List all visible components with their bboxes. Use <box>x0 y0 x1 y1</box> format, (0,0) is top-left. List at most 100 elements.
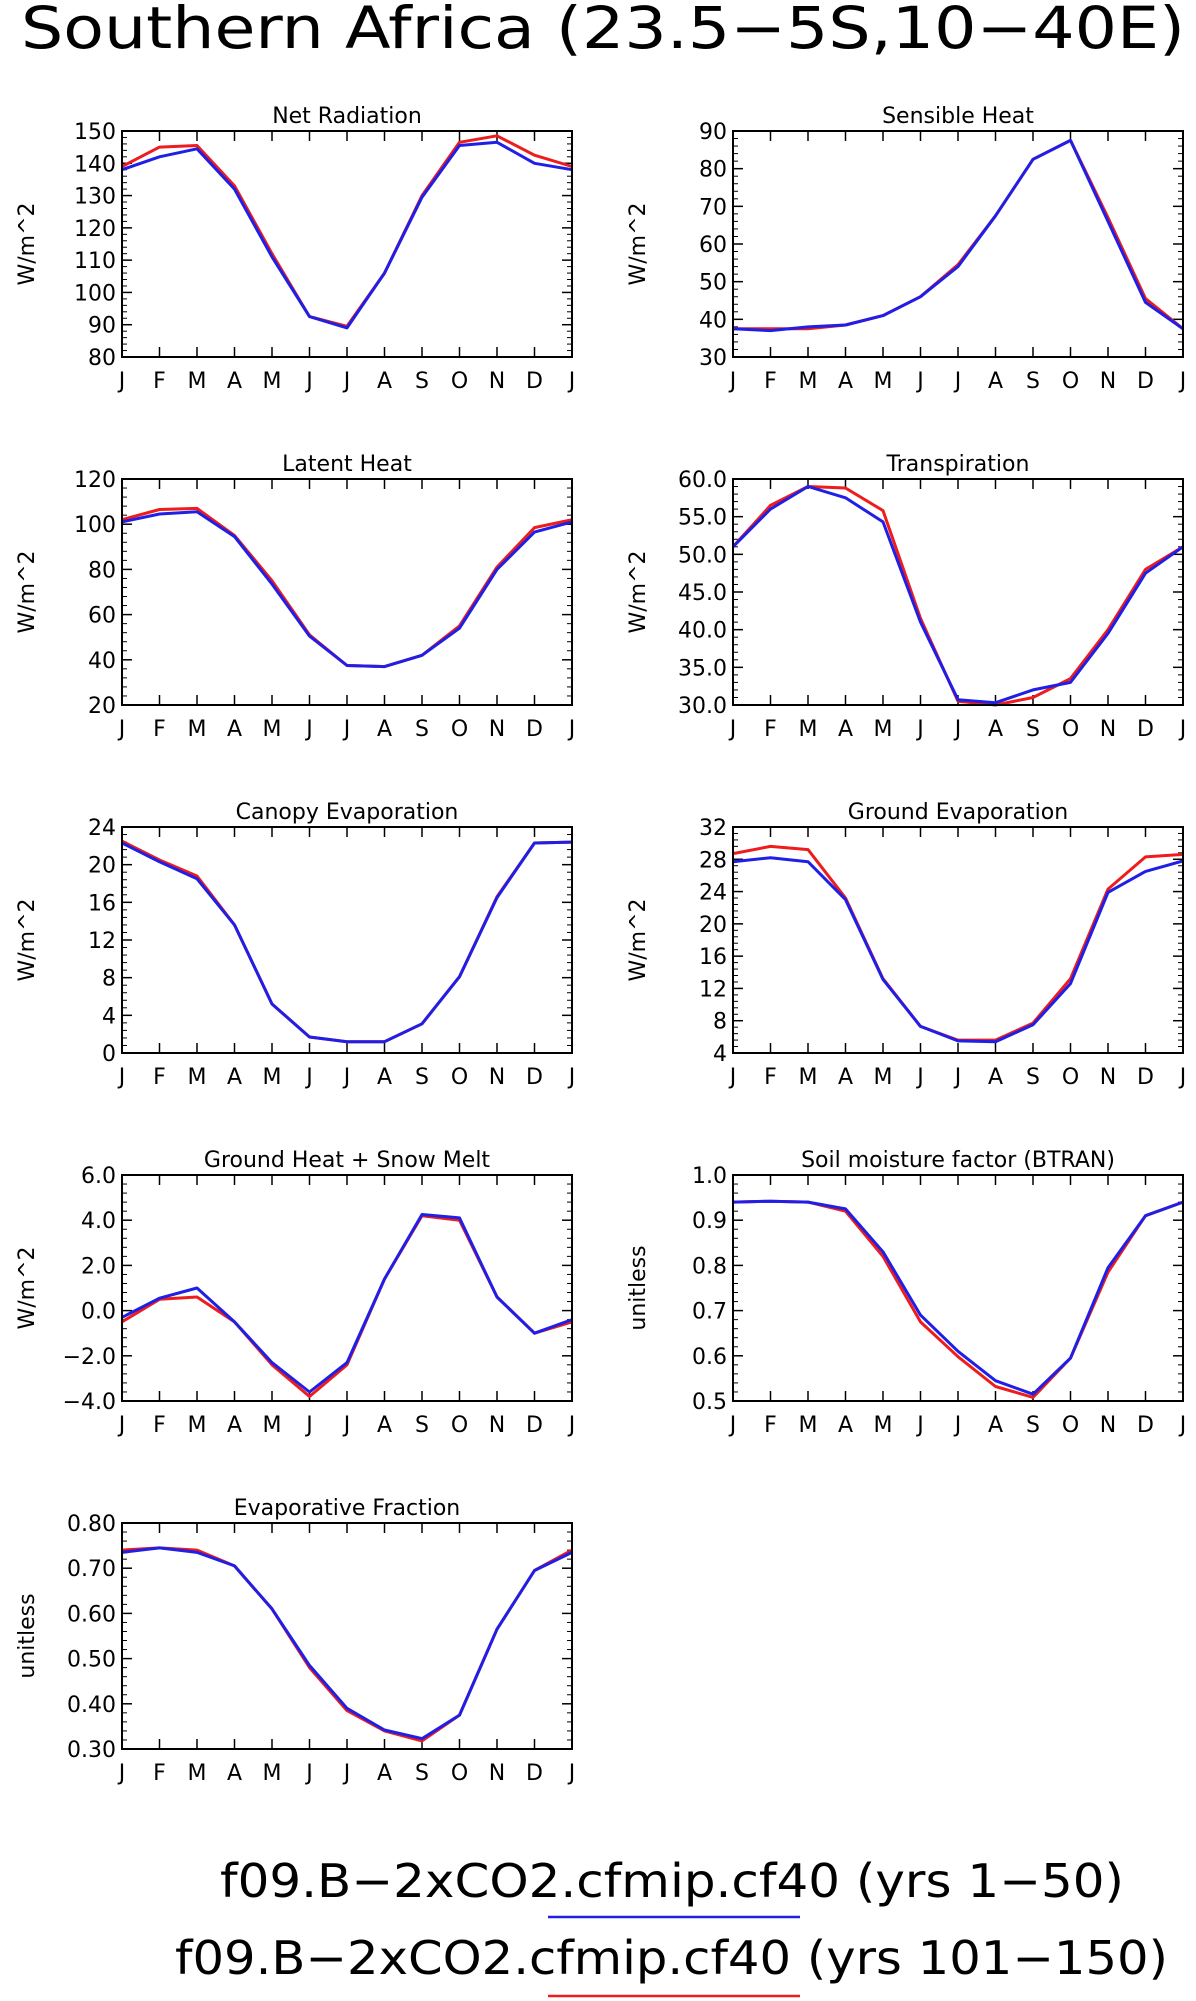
chart-panel-7: Ground Heat + Snow Melt W/m^2 −4.0 −2.0 0.0 2… <box>15 1148 575 1438</box>
y-tick-label: 20 <box>88 854 116 879</box>
x-tick-label: M <box>874 1413 893 1438</box>
x-tick-label: O <box>451 1761 468 1786</box>
y-tick-label: 30.0 <box>678 694 727 719</box>
y-tick-label: 8 <box>102 967 116 992</box>
x-tick-label: A <box>988 1065 1003 1090</box>
chart-panel-1: Net Radiation W/m^2 80 90 100 110 120 130 140 150… <box>15 104 575 394</box>
x-tick-label: A <box>227 717 242 742</box>
y-tick-label: 1.0 <box>692 1164 727 1189</box>
x-tick-label: J <box>304 1065 313 1090</box>
series-line-blue <box>731 485 1184 705</box>
x-tick-label: J <box>567 1065 576 1090</box>
series-line-blue <box>732 138 1184 333</box>
plot-frame <box>121 826 573 1054</box>
x-tick-label: O <box>451 369 468 394</box>
x-tick-label: J <box>342 717 351 742</box>
series-line-blue <box>121 840 573 1044</box>
plot-frame <box>121 130 573 358</box>
x-tick-label: J <box>567 717 576 742</box>
legend-label-series-1: f09.B−2xCO2.cfmip.cf40 (yrs 1−50) <box>220 1854 1124 1908</box>
y-tick-label: −2.0 <box>63 1345 116 1370</box>
chart-panel-9: Evaporative Fraction unitless 0.30 0.40 0.50… <box>15 1496 575 1786</box>
plot-frame <box>732 1174 1184 1402</box>
x-tick-label: J <box>1178 717 1187 742</box>
x-tick-label: S <box>1026 1413 1040 1438</box>
y-tick-label: 2.0 <box>81 1254 116 1279</box>
y-tick-label: 0.30 <box>67 1738 116 1763</box>
x-tick-label: M <box>799 1413 818 1438</box>
x-tick-label: J <box>304 717 313 742</box>
series-line-blue <box>732 1199 1184 1396</box>
x-tick-label: J <box>117 1065 126 1090</box>
y-tick-label: 0 <box>102 1042 116 1067</box>
x-tick-label: S <box>415 1413 429 1438</box>
x-tick-label: J <box>1178 1413 1187 1438</box>
x-tick-label: O <box>451 1413 468 1438</box>
series-line-red <box>121 839 573 1044</box>
x-tick-label: J <box>953 717 962 742</box>
y-tick-label: 6.0 <box>81 1164 116 1189</box>
y-tick-label: 50.0 <box>678 543 727 568</box>
x-tick-label: F <box>764 369 777 394</box>
x-tick-label: D <box>526 369 543 394</box>
x-tick-label: A <box>838 369 853 394</box>
x-tick-label: S <box>415 369 429 394</box>
legend: f09.B−2xCO2.cfmip.cf40 (yrs 1−50) f09.B−… <box>175 1854 1168 1998</box>
x-tick-label: M <box>874 1065 893 1090</box>
x-tick-label: J <box>728 1413 737 1438</box>
y-tick-label: 80 <box>699 158 727 183</box>
x-tick-label: M <box>188 1413 207 1438</box>
y-tick-label: 0.80 <box>67 1512 116 1537</box>
y-tick-label: 4.0 <box>81 1209 116 1234</box>
x-tick-label: J <box>1178 369 1187 394</box>
y-tick-label: 130 <box>74 185 116 210</box>
y-tick-label: 120 <box>74 468 116 493</box>
x-tick-label: A <box>227 1065 242 1090</box>
y-tick-label: 30 <box>699 346 727 371</box>
y-axis-label: W/m^2 <box>626 202 651 285</box>
y-tick-label: 16 <box>88 891 116 916</box>
y-tick-label: −4.0 <box>63 1390 116 1415</box>
x-tick-label: M <box>874 369 893 394</box>
series-line-red <box>121 1546 573 1743</box>
x-tick-label: D <box>526 1413 543 1438</box>
x-tick-label: S <box>1026 369 1040 394</box>
x-tick-label: A <box>988 717 1003 742</box>
series-line-blue <box>121 1546 573 1741</box>
plot-frame <box>121 478 573 706</box>
y-tick-label: 70 <box>699 195 727 220</box>
y-tick-label: 24 <box>699 881 727 906</box>
x-tick-label: M <box>263 717 282 742</box>
y-tick-label: 100 <box>74 513 116 538</box>
y-tick-label: 50 <box>699 271 727 296</box>
x-tick-label: M <box>188 1065 207 1090</box>
y-tick-label: 28 <box>699 848 727 873</box>
x-tick-label: J <box>728 369 737 394</box>
x-tick-label: F <box>153 717 166 742</box>
x-tick-label: O <box>451 1065 468 1090</box>
x-tick-label: A <box>988 1413 1003 1438</box>
series-line-red <box>732 1199 1184 1399</box>
x-tick-label: F <box>153 369 166 394</box>
x-tick-label: J <box>915 1413 924 1438</box>
x-tick-label: A <box>227 1761 242 1786</box>
y-tick-label: 16 <box>699 945 727 970</box>
y-tick-label: 80 <box>88 346 116 371</box>
x-tick-label: D <box>1137 369 1154 394</box>
x-tick-label: F <box>764 1413 777 1438</box>
plot-frame <box>121 1174 573 1402</box>
x-tick-label: F <box>764 1065 777 1090</box>
x-tick-label: D <box>526 1761 543 1786</box>
y-tick-label: 32 <box>699 816 727 841</box>
x-tick-label: A <box>227 1413 242 1438</box>
y-tick-label: 0.70 <box>67 1557 116 1582</box>
y-tick-label: 8 <box>713 1010 727 1035</box>
x-tick-label: J <box>304 369 313 394</box>
x-tick-label: N <box>1100 1413 1116 1438</box>
chart-title: Evaporative Fraction <box>234 1496 460 1521</box>
x-tick-label: N <box>489 1761 505 1786</box>
x-tick-label: J <box>953 369 962 394</box>
